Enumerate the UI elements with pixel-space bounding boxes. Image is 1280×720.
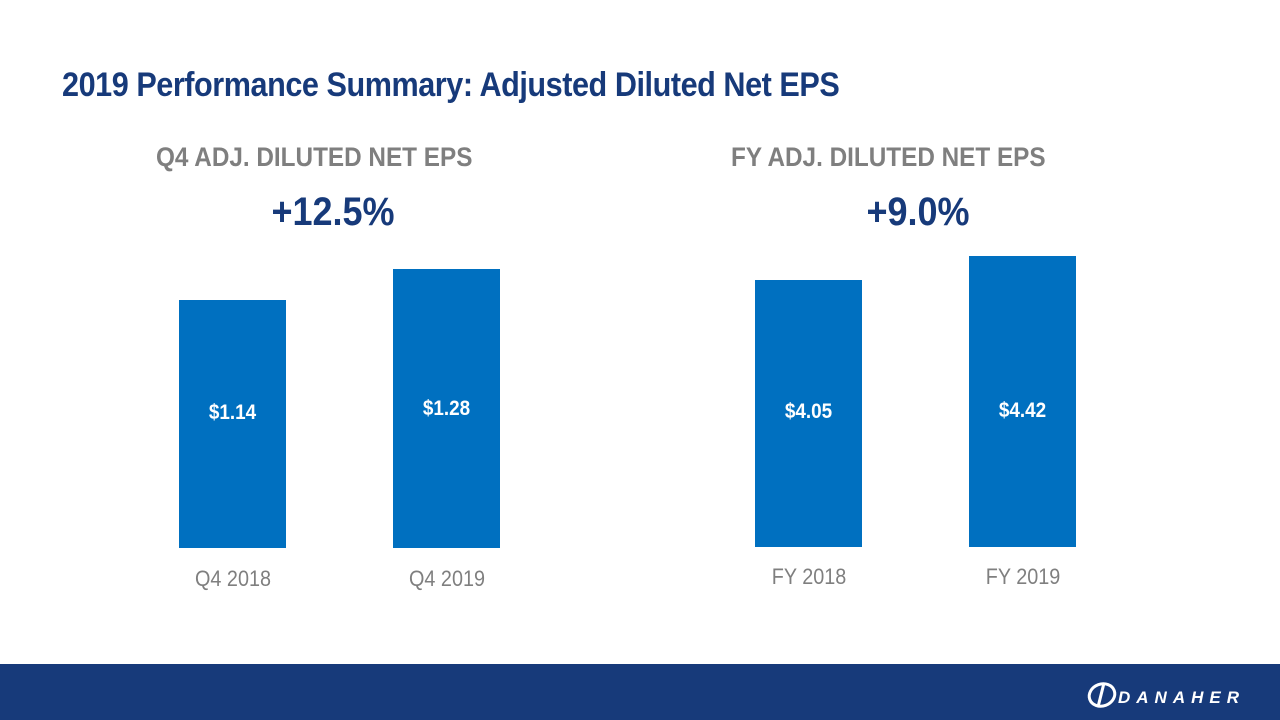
- category-label: Q4 2018: [195, 566, 271, 591]
- bar-fy-2018: [755, 280, 862, 547]
- slide-title: 2019 Performance Summary: Adjusted Dilut…: [62, 66, 840, 104]
- bar-fy-2019: [969, 256, 1076, 547]
- category-label: FY 2019: [985, 564, 1061, 589]
- bar-q4-2018: [179, 299, 286, 548]
- footer-bar: [0, 664, 1280, 720]
- bar-value-label: $4.42: [998, 398, 1047, 422]
- bar-value-label: $1.14: [208, 401, 257, 425]
- logo-text: DANAHER: [1118, 688, 1245, 707]
- bar-q4-2019: [393, 269, 500, 548]
- category-label: Q4 2019: [409, 566, 485, 591]
- chart-title: Q4 ADJ. DILUTED NET EPS: [156, 142, 473, 172]
- chart-growth-value: +12.5%: [271, 190, 395, 234]
- bar-value-label: $1.28: [422, 397, 471, 421]
- bar-value-label: $4.05: [784, 400, 833, 424]
- chart-title: FY ADJ. DILUTED NET EPS: [731, 142, 1046, 172]
- danaher-logo-icon: [1087, 682, 1117, 708]
- chart-growth-value: +9.0%: [866, 190, 970, 234]
- category-label: FY 2018: [771, 564, 847, 589]
